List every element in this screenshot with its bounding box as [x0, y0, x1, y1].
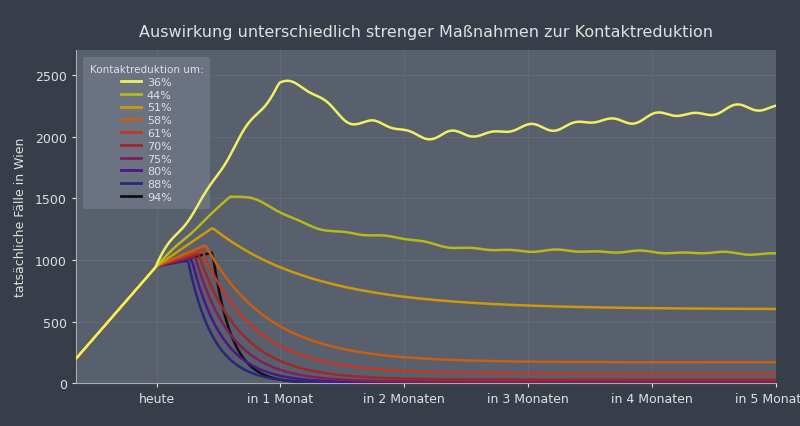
Legend: 36%, 44%, 51%, 58%, 61%, 70%, 75%, 80%, 88%, 94%: 36%, 44%, 51%, 58%, 61%, 70%, 75%, 80%, …	[83, 58, 210, 209]
Y-axis label: tatsächliche Fälle in Wien: tatsächliche Fälle in Wien	[14, 138, 26, 297]
Title: Auswirkung unterschiedlich strenger Maßnahmen zur Kontaktreduktion: Auswirkung unterschiedlich strenger Maßn…	[139, 25, 713, 40]
